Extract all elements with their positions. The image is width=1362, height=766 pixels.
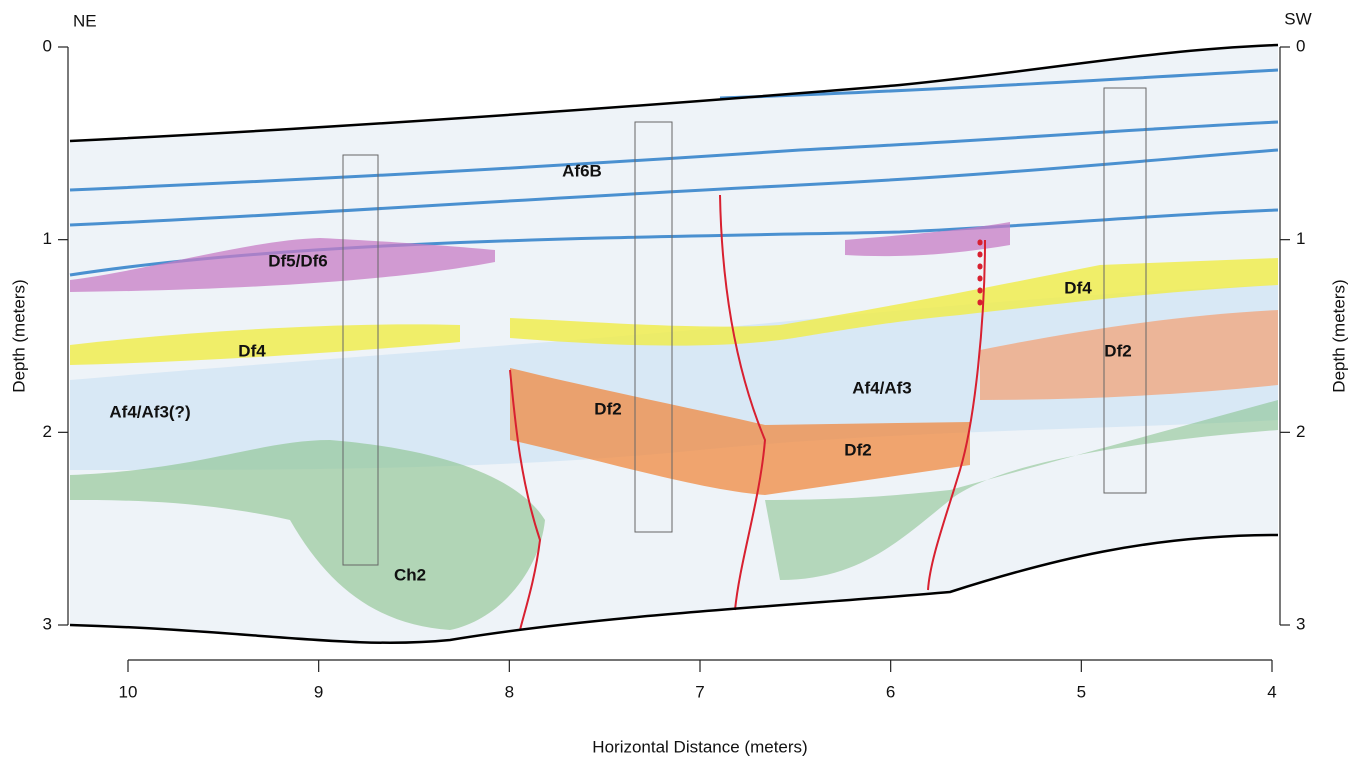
tick-label: 2 — [43, 422, 52, 441]
tick-label: 3 — [43, 614, 52, 633]
axis-title: Horizontal Distance (meters) — [592, 737, 807, 756]
tick-label: 4 — [1267, 682, 1276, 701]
trench-log: NE SW Depth (meters) Depth (meters) Hori… — [0, 0, 1362, 766]
tick-label: 3 — [1296, 614, 1305, 633]
tick-label: 0 — [43, 36, 52, 55]
corner-label: NE — [73, 11, 97, 30]
tick-label: 5 — [1077, 682, 1086, 701]
unit-label: Af4/Af3 — [852, 378, 912, 397]
tick-label: 10 — [119, 682, 138, 701]
unit-label: Df2 — [844, 440, 871, 459]
tick-label: 6 — [886, 682, 895, 701]
unit-label: Df4 — [238, 341, 266, 360]
axis-title: Depth (meters) — [9, 279, 28, 392]
unit-label: Df5/Df6 — [268, 251, 328, 270]
tick-label: 1 — [43, 229, 52, 248]
unit-label: Ch2 — [394, 565, 426, 584]
tick-label: 2 — [1296, 422, 1305, 441]
tick-label: 8 — [505, 682, 514, 701]
tick-label: 1 — [1296, 229, 1305, 248]
axis-title: Depth (meters) — [1329, 279, 1348, 392]
unit-label: Df2 — [1104, 341, 1131, 360]
corner-label: SW — [1284, 9, 1311, 28]
unit-label: Df2 — [594, 399, 621, 418]
unit-label: Af6B — [562, 161, 602, 180]
unit-label: Af4/Af3(?) — [109, 402, 190, 421]
tick-label: 9 — [314, 682, 323, 701]
tick-label: 7 — [695, 682, 704, 701]
tick-label: 0 — [1296, 36, 1305, 55]
unit-label: Df4 — [1064, 278, 1092, 297]
